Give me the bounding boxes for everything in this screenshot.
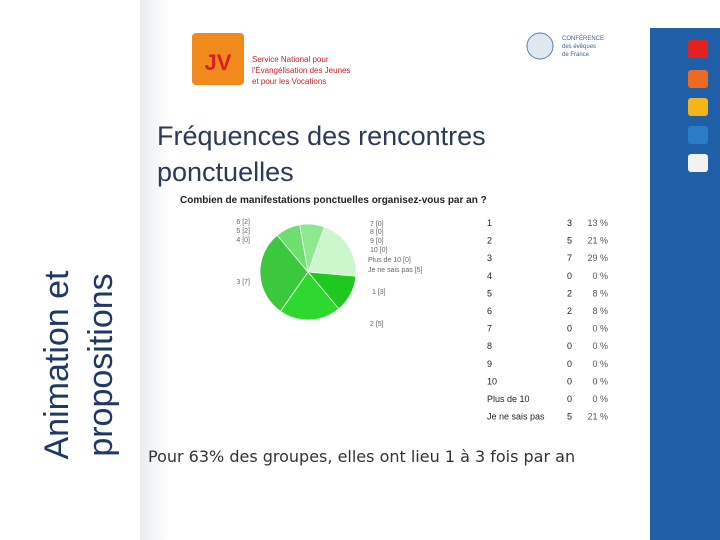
square — [688, 40, 708, 58]
side-title-line: Animation et — [38, 270, 76, 460]
row-percent: 21 % — [587, 236, 608, 246]
row-percent: 0 % — [592, 324, 608, 334]
pie-slice — [279, 271, 340, 321]
pie-slice — [299, 223, 325, 274]
side-title: Animation et propositions — [38, 270, 120, 460]
row-count: 0 — [567, 341, 572, 351]
row-percent: 0 % — [592, 376, 608, 386]
row-label: 3 — [487, 253, 492, 263]
title-part: ponctuelles — [157, 157, 294, 187]
row-percent: 13 % — [587, 218, 608, 228]
slice-label: 9 [0] — [370, 238, 384, 245]
slice-label: 7 [0] — [370, 221, 384, 228]
chart-title: Combien de manifestations ponctuelles or… — [180, 195, 487, 206]
square — [688, 154, 708, 172]
row-label: 7 — [487, 324, 492, 334]
slice-label: Plus de 10 [0] — [368, 257, 411, 264]
row-label: 10 — [487, 376, 497, 386]
row-percent: 0 % — [592, 341, 608, 351]
footer-text: Pour 63% des groupes, elles ont lieu 1 à… — [148, 447, 576, 466]
row-count: 7 — [567, 253, 572, 263]
logo-text: de France — [562, 52, 590, 58]
logo-text: l'Évangélisation des Jeunes — [252, 66, 350, 75]
row-count: 3 — [567, 218, 572, 228]
logo-jv — [192, 33, 244, 85]
slice-label: Je ne sais pas [5] — [368, 267, 423, 274]
pie-slice — [259, 234, 309, 312]
row-label: 4 — [487, 271, 492, 281]
row-count: 0 — [567, 324, 572, 334]
slide-title: Fréquences des rencontres ponctuelles — [157, 121, 486, 187]
row-count: 2 — [567, 306, 572, 316]
row-label: Plus de 10 — [487, 394, 530, 404]
row-label: 9 — [487, 359, 492, 369]
row-percent: 0 % — [592, 359, 608, 369]
row-label: 2 — [487, 236, 492, 246]
row-label: 6 — [487, 306, 492, 316]
row-label: Je ne sais pas — [487, 412, 545, 422]
logo-jv-text: JV — [205, 50, 232, 75]
row-percent: 8 % — [592, 306, 608, 316]
slice-label: 10 [0] — [370, 247, 388, 254]
slice-label: 1 [3] — [372, 289, 386, 296]
logo-cef — [526, 32, 554, 60]
slice-label: 2 [5] — [370, 321, 384, 328]
logo-text: et pour les Vocations — [252, 77, 326, 86]
row-percent: 29 % — [587, 253, 608, 263]
slice-label: 6 [2] — [236, 219, 250, 226]
row-count: 0 — [567, 394, 572, 404]
slice-label: 5 [2] — [236, 228, 250, 235]
slice-label: 8 [0] — [370, 229, 384, 236]
side-band — [650, 28, 720, 540]
row-count: 5 — [567, 236, 572, 246]
row-count: 5 — [567, 412, 572, 422]
row-label: 5 — [487, 288, 492, 298]
shade — [140, 0, 170, 540]
row-percent: 21 % — [587, 412, 608, 422]
slice-label: 3 [7] — [236, 279, 250, 286]
row-count: 0 — [567, 271, 572, 281]
logo-text: Service National pour — [252, 55, 329, 64]
side-title-line: propositions — [82, 273, 120, 456]
logo-text: CONFÉRENCE — [562, 35, 604, 42]
row-percent: 8 % — [592, 288, 608, 298]
row-count: 0 — [567, 359, 572, 369]
logo-text: des évêques — [562, 44, 596, 50]
row-label: 1 — [487, 218, 492, 228]
row-count: 2 — [567, 288, 572, 298]
row-label: 8 — [487, 341, 492, 351]
square — [688, 126, 708, 144]
square — [688, 70, 708, 88]
row-percent: 0 % — [592, 271, 608, 281]
square — [688, 98, 708, 116]
title-part: Fréquences des rencontres — [157, 121, 486, 151]
row-count: 0 — [567, 376, 572, 386]
slice-label: 4 [0] — [236, 237, 250, 244]
row-percent: 0 % — [592, 394, 608, 404]
